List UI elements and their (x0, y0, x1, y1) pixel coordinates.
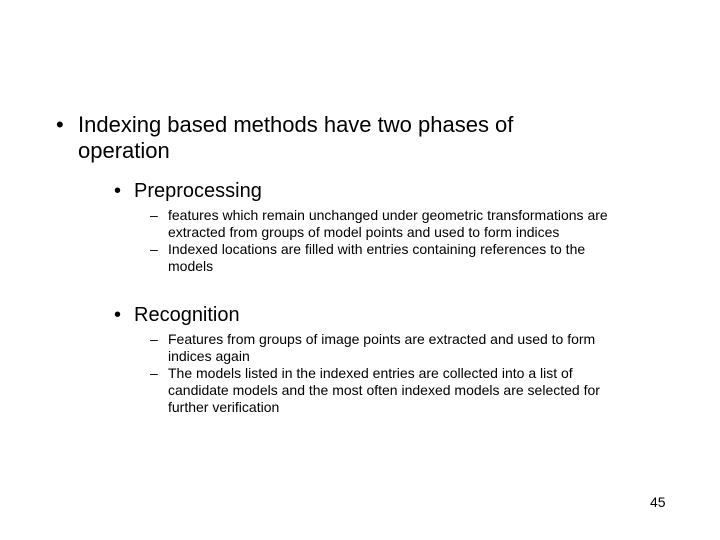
dash-lvl3: – (150, 365, 158, 381)
bullet-lvl2: • (114, 180, 121, 203)
section2-item2-line3: further verification (168, 399, 279, 415)
bullet-lvl1: • (56, 112, 64, 138)
page-number: 45 (650, 494, 666, 510)
dash-lvl3: – (150, 331, 158, 347)
main-text-line1: Indexing based methods have two phases o… (78, 112, 513, 138)
section2-item2-line2: candidate models and the most often inde… (168, 382, 600, 398)
section2-item2-line1: The models listed in the indexed entries… (168, 365, 573, 381)
section1-item2-line2: models (168, 258, 213, 274)
section1-item2-line1: Indexed locations are filled with entrie… (168, 241, 585, 257)
slide: • Indexing based methods have two phases… (0, 0, 720, 540)
section1-item1-line1: features which remain unchanged under ge… (168, 207, 608, 223)
main-text-line2: operation (78, 138, 170, 164)
dash-lvl3: – (150, 241, 158, 257)
section1-item1-line2: extracted from groups of model points an… (168, 224, 559, 240)
section2-title: Recognition (134, 304, 240, 327)
section2-item1-line1: Features from groups of image points are… (168, 331, 595, 347)
bullet-lvl2: • (114, 304, 121, 327)
section2-item1-line2: indices again (168, 348, 250, 364)
dash-lvl3: – (150, 207, 158, 223)
section1-title: Preprocessing (134, 180, 262, 203)
